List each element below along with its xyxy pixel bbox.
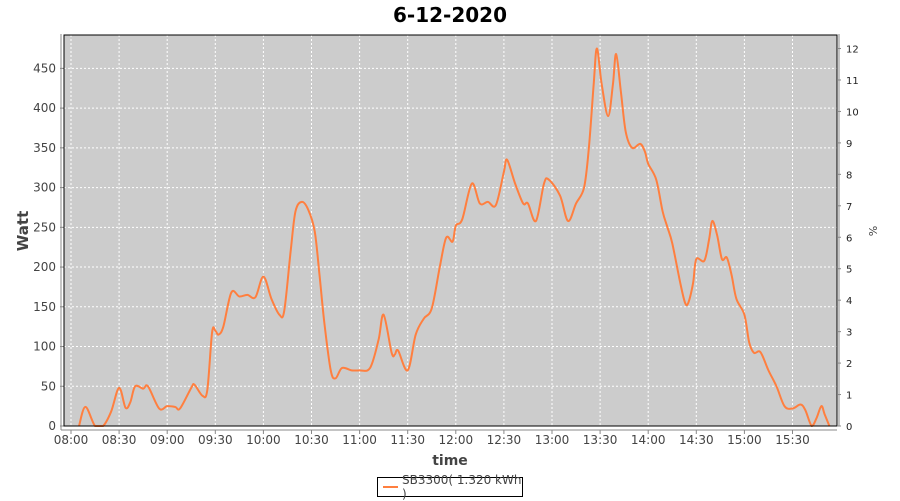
y-tick-label: 300 bbox=[33, 181, 56, 195]
y2-tick-label: 8 bbox=[846, 170, 852, 181]
y2-tick-label: 5 bbox=[846, 265, 852, 276]
y-tick-label: 350 bbox=[33, 141, 56, 155]
legend: SB3300( 1.320 kWh ) bbox=[377, 473, 523, 501]
y-tick-label: 200 bbox=[33, 260, 56, 274]
y2-tick-label: 2 bbox=[846, 359, 852, 370]
series-line bbox=[78, 47, 831, 428]
y2-axis-label: % bbox=[866, 226, 879, 236]
y2-tick-label: 0 bbox=[846, 422, 852, 433]
y2-tick-label: 10 bbox=[846, 107, 859, 118]
y2-tick-label: 1 bbox=[846, 391, 852, 402]
x-tick-label: 14:30 bbox=[679, 433, 714, 447]
x-tick-label: 12:00 bbox=[439, 433, 474, 447]
legend-label: SB3300( 1.320 kWh ) bbox=[402, 473, 522, 501]
x-axis-label: time bbox=[432, 453, 468, 469]
y-tick-label: 0 bbox=[48, 419, 56, 433]
y2-tick-label: 12 bbox=[846, 45, 859, 56]
y-tick-label: 400 bbox=[33, 101, 56, 115]
x-tick-label: 15:00 bbox=[727, 433, 762, 447]
y-tick-label: 50 bbox=[41, 379, 56, 393]
plot-background bbox=[64, 35, 837, 426]
x-tick-label: 15:30 bbox=[775, 433, 810, 447]
y2-tick-label: 7 bbox=[846, 202, 852, 213]
x-tick-label: 09:00 bbox=[150, 433, 185, 447]
plot-border bbox=[63, 34, 838, 427]
y-tick-label: 150 bbox=[33, 300, 56, 314]
y2-tick-label: 3 bbox=[846, 328, 852, 339]
x-tick-label: 14:00 bbox=[631, 433, 666, 447]
y-tick-label: 100 bbox=[33, 340, 56, 354]
y-tick-label: 450 bbox=[33, 61, 56, 75]
x-tick-label: 11:30 bbox=[390, 433, 425, 447]
x-tick-label: 10:00 bbox=[246, 433, 281, 447]
y-axis-label: Watt bbox=[14, 211, 32, 251]
x-tick-label: 13:00 bbox=[535, 433, 570, 447]
x-tick-label: 08:00 bbox=[54, 433, 89, 447]
x-tick-label: 08:30 bbox=[102, 433, 137, 447]
y2-tick-label: 6 bbox=[846, 233, 852, 244]
y2-tick-label: 9 bbox=[846, 139, 852, 150]
y2-tick-label: 11 bbox=[846, 76, 859, 87]
y-tick-label: 250 bbox=[33, 220, 56, 234]
legend-swatch bbox=[383, 486, 398, 488]
x-tick-label: 09:30 bbox=[198, 433, 233, 447]
x-tick-label: 13:30 bbox=[583, 433, 618, 447]
x-tick-label: 12:30 bbox=[487, 433, 522, 447]
y2-tick-label: 4 bbox=[846, 296, 852, 307]
chart-title: 6-12-2020 bbox=[392, 3, 507, 27]
x-tick-label: 11:00 bbox=[342, 433, 377, 447]
x-tick-label: 10:30 bbox=[294, 433, 329, 447]
